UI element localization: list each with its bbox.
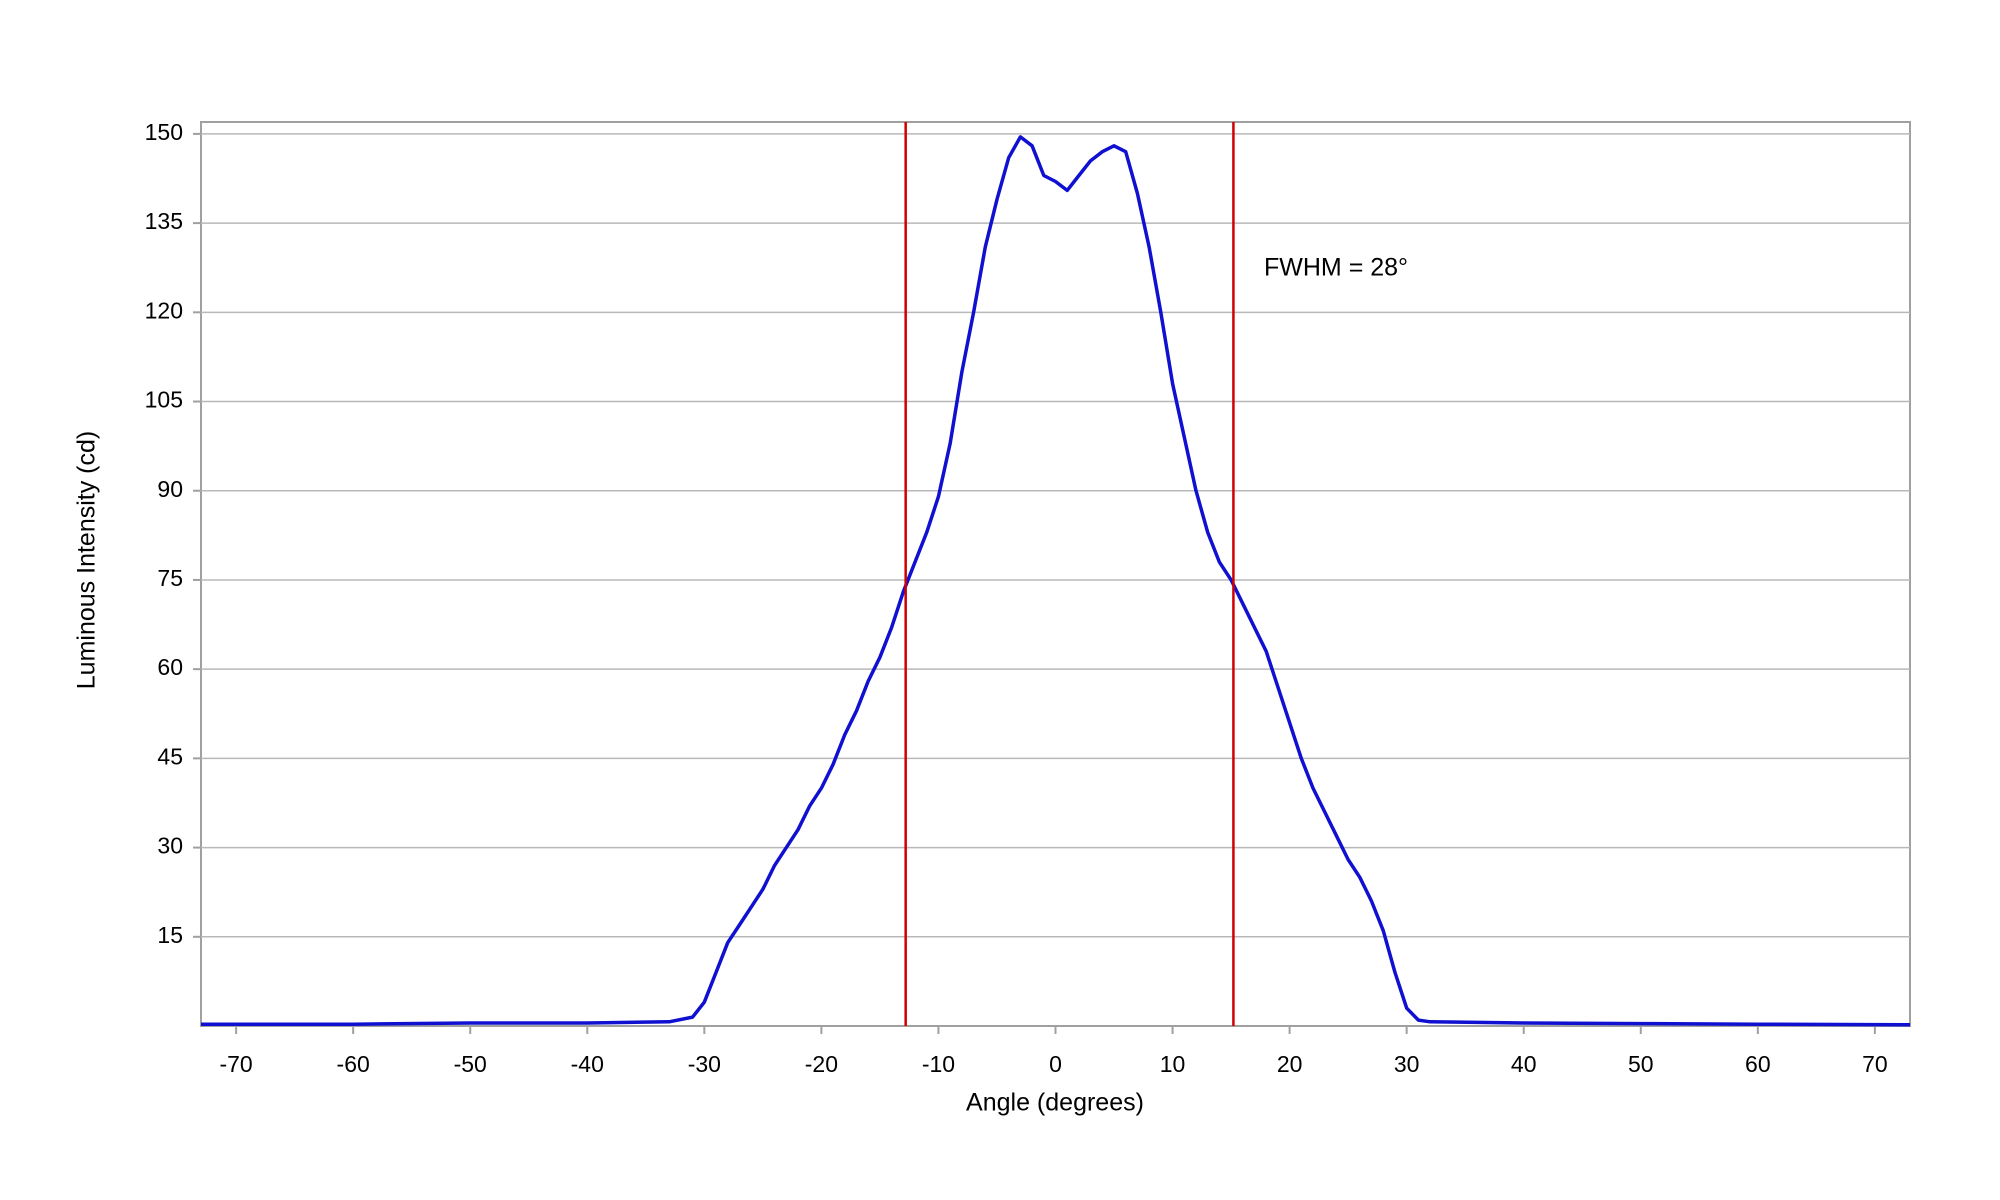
x-tick-label: 60 [1745,1051,1771,1077]
data-line [201,135,1911,1027]
y-tick-label: 90 [157,476,183,502]
x-axis-label: Angle (degrees) [966,1089,1144,1117]
y-axis-label: Luminous Intensity (cd) [73,431,101,689]
x-tick-label: 40 [1511,1051,1537,1077]
x-tick-label: -70 [219,1051,252,1077]
x-tick-label: -10 [922,1051,955,1077]
y-tick-label: 120 [145,297,183,323]
x-tick-label: 70 [1862,1051,1888,1077]
y-tick-label: 60 [157,654,183,680]
x-tick-label: -20 [805,1051,838,1077]
y-tick-label: 135 [145,208,183,234]
x-tick-label: -40 [571,1051,604,1077]
y-tick-label: 15 [157,922,183,948]
x-tick-label: 20 [1277,1051,1303,1077]
y-tick-label: 105 [145,387,183,413]
y-tick-label: 75 [157,565,183,591]
annotation: FWHM = 28° [1264,254,1408,282]
x-tick-label: 10 [1160,1051,1186,1077]
x-tick-label: 30 [1394,1051,1420,1077]
x-tick-label: -50 [454,1051,487,1077]
plot-frame [200,121,1911,1027]
y-tick-label: 45 [157,743,183,769]
x-tick-label: -30 [688,1051,721,1077]
x-tick-label: -60 [337,1051,370,1077]
y-tick-label: 30 [157,833,183,859]
y-tick-label: 150 [145,119,183,145]
x-tick-label: 0 [1049,1051,1062,1077]
x-tick-label: 50 [1628,1051,1654,1077]
